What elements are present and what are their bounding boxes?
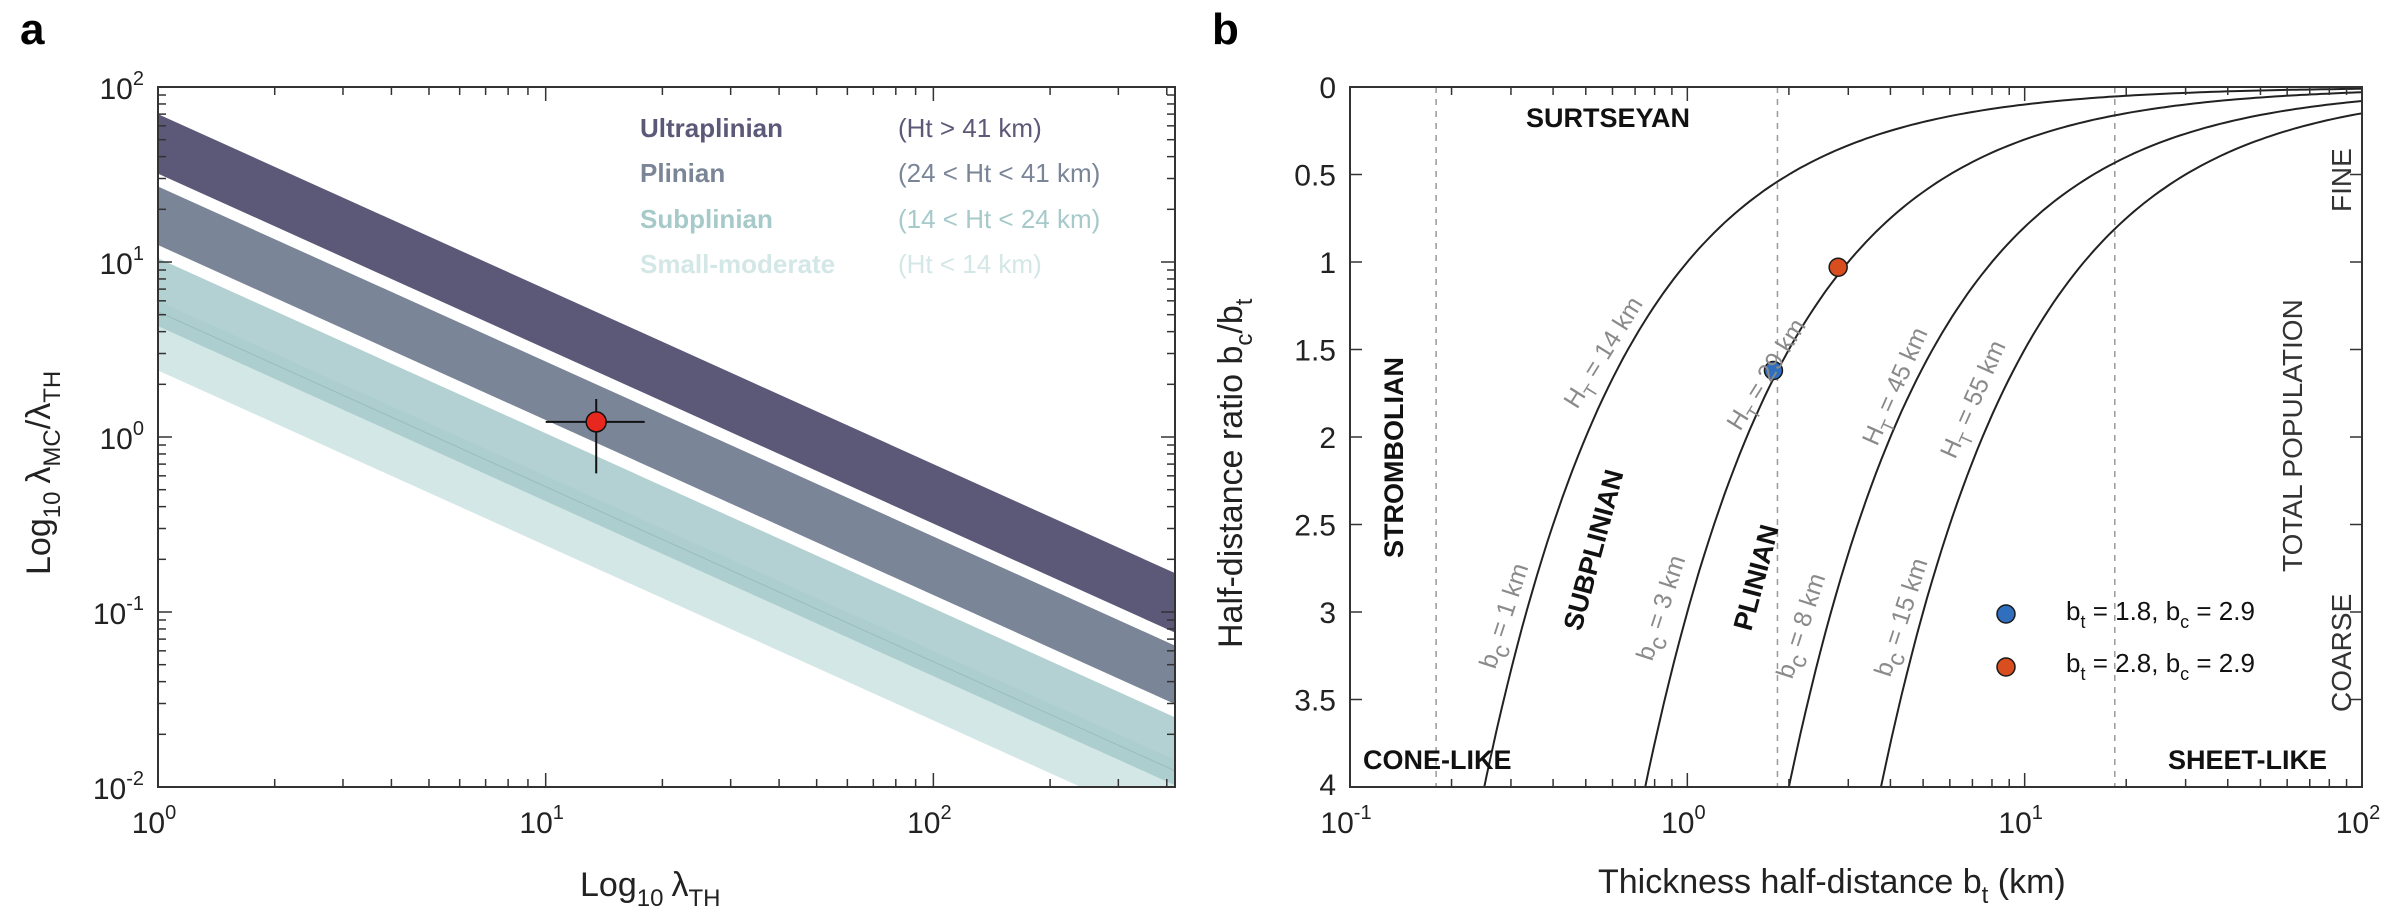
y-tick-label-b: 2.5 bbox=[1294, 510, 1336, 543]
legend-plinian-name: Plinian bbox=[640, 158, 725, 188]
y-tick-label-a: 100 bbox=[100, 418, 145, 456]
y-axis-label-b: Half-distance ratio bc/bt bbox=[1212, 298, 1258, 648]
data-point bbox=[586, 412, 606, 432]
regime-surtseyan: SURTSEYAN bbox=[1526, 103, 1690, 133]
x-tick-label-b: 102 bbox=[2336, 802, 2381, 840]
y-tick-label-b: 1 bbox=[1319, 247, 1336, 280]
legend-plinian-range: (24 < Ht < 41 km) bbox=[898, 158, 1100, 188]
y-tick-label-a: 10-2 bbox=[93, 768, 144, 806]
x-axis-label-b: Thickness half-distance bt (km) bbox=[1598, 863, 2066, 909]
legend-subplinian-range: (14 < Ht < 24 km) bbox=[898, 204, 1100, 234]
y-tick-label-a: 10-1 bbox=[93, 593, 144, 631]
side-label-total-population: TOTAL POPULATION bbox=[2277, 299, 2308, 572]
y-tick-label-b: 1.5 bbox=[1294, 335, 1336, 368]
legend-subplinian-name: Subplinian bbox=[640, 204, 773, 234]
side-label-fine: FINE bbox=[2326, 148, 2357, 212]
y-tick-label-b: 0 bbox=[1319, 72, 1336, 105]
y-tick-label-a: 102 bbox=[100, 68, 145, 106]
panel-label-a: a bbox=[20, 5, 45, 54]
y-tick-label-b: 0.5 bbox=[1294, 160, 1336, 193]
y-tick-label-b-4: 4 bbox=[1319, 769, 1336, 802]
x-tick-label-b: 100 bbox=[1661, 802, 1706, 840]
legend-small-moderate-range: (Ht < 14 km) bbox=[898, 249, 1042, 279]
legend-marker-orange bbox=[1997, 658, 2015, 676]
x-tick-label-a: 101 bbox=[519, 802, 564, 840]
panel-label-b: b bbox=[1212, 5, 1239, 54]
side-label-coarse: COARSE bbox=[2326, 594, 2357, 712]
plot-area-b bbox=[1350, 87, 2362, 787]
x-tick-label-a: 100 bbox=[132, 802, 177, 840]
x-tick-label-b: 101 bbox=[1998, 802, 2042, 840]
data-point-b-1 bbox=[1829, 258, 1847, 276]
regime-cone-like: CONE-LIKE bbox=[1363, 745, 1512, 775]
x-tick-label-b: 10-1 bbox=[1320, 802, 1371, 840]
y-tick-label-a: 101 bbox=[100, 243, 145, 281]
legend-small-moderate-name: Small-moderate bbox=[640, 249, 835, 279]
legend-marker-blue bbox=[1997, 605, 2015, 623]
x-axis-label-a: Log10 λTH bbox=[580, 866, 720, 912]
x-tick-label-a: 102 bbox=[907, 802, 952, 840]
regime-strombolian: STROMBOLIAN bbox=[1379, 357, 1409, 558]
y-tick-label-b: 3 bbox=[1319, 597, 1336, 630]
regime-sheet-like: SHEET-LIKE bbox=[2168, 745, 2327, 775]
y-axis-label-a: Log10λMC/λTH bbox=[20, 371, 66, 575]
y-tick-label-b: 2 bbox=[1319, 422, 1336, 455]
y-tick-label-b: 3.5 bbox=[1294, 685, 1336, 718]
legend-ultraplinian-range: (Ht > 41 km) bbox=[898, 113, 1042, 143]
legend-ultraplinian-name: Ultraplinian bbox=[640, 113, 783, 143]
